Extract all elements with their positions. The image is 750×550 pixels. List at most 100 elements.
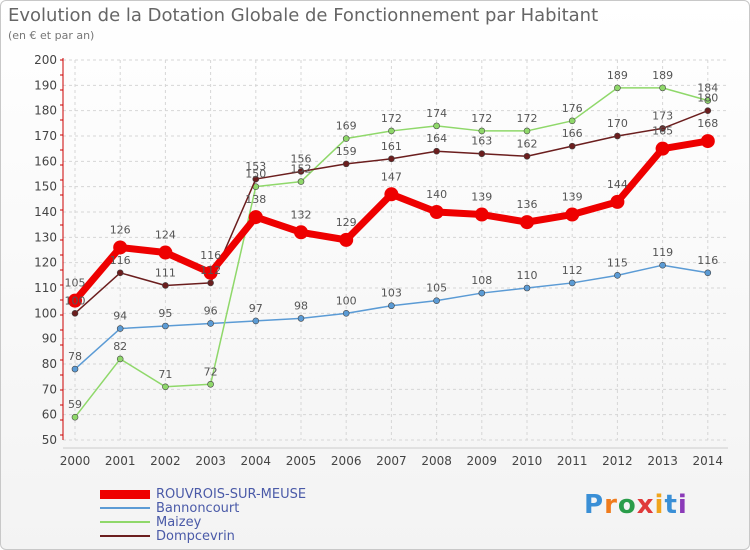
- point-maizey: [704, 97, 712, 104]
- point-maizey: [207, 380, 214, 388]
- logo-letter: P: [584, 490, 605, 520]
- point-bannoncourt: [71, 365, 79, 373]
- logo-letter: t: [664, 490, 678, 520]
- data-label-rouvrois-sur-meuse: 165: [652, 125, 673, 138]
- chart-title: Evolution de la Dotation Globale de Fonc…: [8, 5, 599, 26]
- y-tick-label: 90: [42, 332, 57, 346]
- point-dompcevrin: [116, 269, 124, 277]
- data-label-bannoncourt: 96: [204, 304, 218, 317]
- data-label-dompcevrin: 112: [200, 264, 221, 277]
- point-rouvrois-sur-meuse: [384, 187, 399, 202]
- x-tick-label: 2000: [60, 454, 91, 468]
- y-tick-label: 130: [34, 230, 57, 244]
- x-tick-label: 2004: [241, 454, 272, 468]
- point-rouvrois-sur-meuse: [655, 141, 670, 156]
- data-label-maizey: 152: [291, 163, 312, 176]
- point-maizey: [71, 413, 79, 421]
- logo-letter: o: [617, 490, 637, 520]
- point-maizey: [523, 127, 531, 135]
- data-label-dompcevrin: 163: [471, 135, 492, 148]
- point-bannoncourt: [207, 320, 214, 327]
- grid-lines: [63, 59, 728, 441]
- data-label-maizey: 172: [381, 112, 402, 125]
- data-label-maizey: 172: [471, 112, 492, 125]
- data-label-bannoncourt: 119: [652, 246, 673, 259]
- point-rouvrois-sur-meuse: [429, 205, 444, 219]
- point-bannoncourt: [116, 325, 124, 332]
- logo-letter: x: [636, 490, 655, 520]
- legend-item: Dompcevrin: [100, 529, 235, 544]
- legend-item: Maizey: [100, 515, 201, 530]
- data-label-maizey: 59: [68, 398, 82, 411]
- data-label-dompcevrin: 180: [697, 92, 718, 105]
- legend-swatch: [100, 507, 150, 509]
- data-label-maizey: 176: [562, 102, 583, 115]
- x-tick-label: 2001: [105, 454, 136, 468]
- x-tick-label: 2008: [421, 454, 452, 468]
- data-label-maizey: 82: [113, 340, 127, 353]
- y-tick-label: 140: [34, 205, 57, 219]
- point-bannoncourt: [433, 297, 440, 304]
- point-rouvrois-sur-meuse: [700, 134, 715, 149]
- y-tick-label: 190: [34, 78, 57, 92]
- data-label-maizey: 150: [245, 168, 266, 181]
- y-tick-label: 50: [42, 433, 57, 447]
- data-label-rouvrois-sur-meuse: 124: [155, 229, 176, 242]
- data-label-dompcevrin: 159: [336, 145, 357, 158]
- point-dompcevrin: [659, 125, 666, 132]
- point-rouvrois-sur-meuse: [339, 232, 354, 247]
- data-label-rouvrois-sur-meuse: 129: [336, 216, 357, 229]
- point-rouvrois-sur-meuse: [203, 265, 218, 280]
- point-rouvrois-sur-meuse: [248, 210, 263, 225]
- data-label-maizey: 72: [204, 365, 218, 378]
- y-tick-label: 100: [34, 306, 57, 320]
- point-maizey: [659, 84, 666, 92]
- data-label-dompcevrin: 100: [65, 294, 86, 307]
- data-label-rouvrois-sur-meuse: 139: [471, 191, 492, 204]
- point-dompcevrin: [162, 282, 169, 289]
- data-label-dompcevrin: 166: [562, 127, 583, 140]
- point-bannoncourt: [162, 322, 169, 330]
- point-dompcevrin: [207, 279, 214, 287]
- x-tick-label: 2007: [376, 454, 407, 468]
- y-tick-label: 120: [34, 256, 57, 270]
- x-tick-label: 2012: [602, 454, 633, 468]
- data-label-bannoncourt: 108: [471, 274, 492, 287]
- point-dompcevrin: [388, 155, 395, 163]
- data-label-dompcevrin: 173: [652, 109, 673, 122]
- logo-letter: i: [654, 490, 665, 520]
- data-label-rouvrois-sur-meuse: 168: [697, 117, 718, 130]
- data-label-maizey: 172: [517, 112, 538, 125]
- point-bannoncourt: [614, 272, 621, 279]
- legend-label: Bannoncourt: [156, 500, 240, 516]
- point-rouvrois-sur-meuse: [610, 194, 625, 209]
- legend-item: ROUVROIS-SUR-MEUSE: [100, 487, 306, 502]
- point-rouvrois-sur-meuse: [68, 293, 82, 308]
- x-tick-label: 2002: [150, 454, 181, 468]
- point-bannoncourt: [568, 279, 576, 287]
- data-label-bannoncourt: 98: [294, 299, 308, 312]
- legend-swatch: [100, 535, 150, 537]
- data-label-bannoncourt: 94: [113, 310, 127, 323]
- data-label-bannoncourt: 112: [562, 264, 583, 277]
- data-label-dompcevrin: 164: [426, 132, 447, 145]
- y-tick-label: 200: [34, 53, 57, 67]
- point-maizey: [162, 383, 169, 391]
- point-rouvrois-sur-meuse: [474, 207, 489, 222]
- data-label-maizey: 189: [607, 69, 628, 82]
- y-tick-label: 70: [42, 382, 57, 396]
- data-label-rouvrois-sur-meuse: 126: [110, 223, 131, 236]
- logo-letter: r: [604, 490, 618, 520]
- point-bannoncourt: [523, 284, 531, 292]
- data-label-maizey: 71: [158, 368, 172, 381]
- axes: 50 60 70 80 90 100 110 120 130 140 150 160 170 180 190…: [34, 53, 728, 468]
- data-label-rouvrois-sur-meuse: 140: [426, 188, 447, 201]
- data-label-bannoncourt: 116: [697, 254, 718, 267]
- point-bannoncourt: [704, 269, 712, 277]
- data-label-dompcevrin: 162: [517, 137, 538, 150]
- x-tick-label: 2003: [195, 454, 226, 468]
- legend-swatch: [100, 521, 150, 523]
- point-dompcevrin: [704, 107, 712, 114]
- point-maizey: [478, 127, 486, 135]
